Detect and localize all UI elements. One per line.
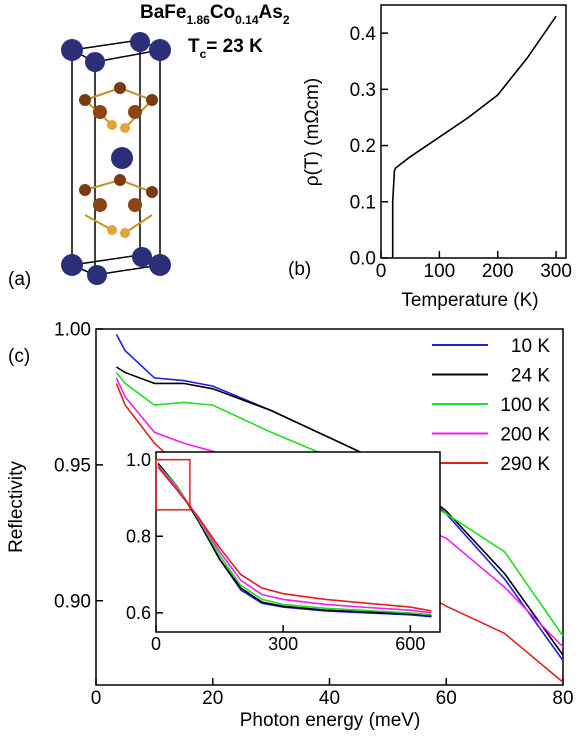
x-tick-label: 60 [436, 688, 457, 709]
plot-frame [155, 451, 441, 633]
y-axis-label: Reflectivity [6, 461, 27, 553]
x-tick-label: 0 [151, 634, 161, 654]
y-tick-label: 0.95 [54, 456, 91, 477]
x-axis-label: Temperature (K) [401, 290, 538, 311]
y-tick-label: 1.00 [54, 320, 91, 341]
y-tick-label: 1.0 [126, 450, 151, 470]
x-tick-label: 600 [395, 634, 425, 654]
panel-label: (c) [8, 346, 30, 367]
x-axis-label: Photon energy (meV) [240, 710, 421, 731]
y-tick-label: 0.8 [126, 527, 151, 547]
x-tick-label: 300 [540, 261, 572, 282]
tc-label: Tc= 23 K [188, 36, 263, 61]
x-tick-label: 0 [91, 688, 102, 709]
y-tick-label: 0.6 [126, 603, 151, 623]
x-tick-label: 300 [268, 634, 298, 654]
data-line [115, 366, 564, 656]
y-axis-label: ρ(T) (mΩcm) [302, 78, 323, 186]
y-tick-label: 0.1 [350, 192, 376, 213]
panel-label: (b) [288, 259, 311, 280]
formula: BaFe1.86Co0.14As2 [140, 2, 290, 27]
data-line [391, 15, 557, 259]
y-tick-label: 0.90 [54, 591, 91, 612]
y-tick-label: 0.2 [350, 136, 376, 157]
x-tick-label: 200 [482, 261, 514, 282]
legend-label: 10 K [511, 336, 550, 357]
zoom-box [155, 458, 191, 511]
legend-label: 24 K [511, 366, 550, 387]
x-tick-label: 100 [424, 261, 456, 282]
data-line [115, 371, 564, 637]
x-tick-label: 20 [202, 688, 223, 709]
y-tick-label: 0.4 [350, 24, 377, 45]
atoms [61, 32, 171, 285]
x-tick-label: 40 [319, 688, 340, 709]
data-line [157, 466, 432, 612]
x-tick-label: 80 [552, 688, 573, 709]
legend-label: 100 K [500, 395, 550, 416]
legend-label: 200 K [500, 425, 550, 446]
x-tick-label: 0 [376, 261, 387, 282]
legend-label: 290 K [500, 454, 550, 475]
y-tick-label: 0.0 [350, 249, 376, 270]
y-tick-label: 0.3 [350, 80, 376, 101]
panel-label: (a) [8, 269, 31, 290]
